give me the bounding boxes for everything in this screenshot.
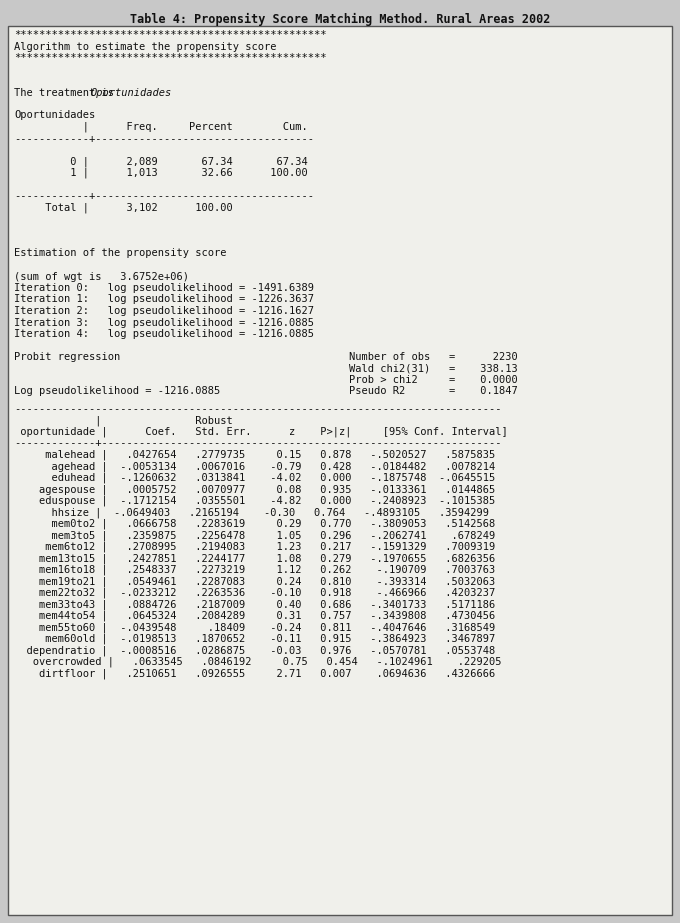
- Text: Total |      3,102      100.00: Total | 3,102 100.00: [14, 202, 233, 213]
- Text: mem0to2 |   .0666758   .2283619     0.29   0.770   -.3809053   .5142568: mem0to2 | .0666758 .2283619 0.29 0.770 -…: [14, 519, 495, 529]
- Text: Prob > chi2     =    0.0000: Prob > chi2 = 0.0000: [349, 375, 517, 385]
- Text: mem19to21 |   .0549461   .2287083     0.24   0.810    -.393314   .5032063: mem19to21 | .0549461 .2287083 0.24 0.810…: [14, 576, 495, 587]
- Text: mem16to18 |   .2548337   .2273219     1.12   0.262    -.190709   .7003763: mem16to18 | .2548337 .2273219 1.12 0.262…: [14, 565, 495, 575]
- Text: overcrowded |   .0633545   .0846192     0.75   0.454   -.1024961    .229205: overcrowded | .0633545 .0846192 0.75 0.4…: [14, 657, 502, 667]
- Text: mem33to43 |   .0884726   .2187009     0.40   0.686   -.3401733   .5171186: mem33to43 | .0884726 .2187009 0.40 0.686…: [14, 599, 495, 610]
- Text: Algorithm to estimate the propensity score: Algorithm to estimate the propensity sco…: [14, 42, 277, 52]
- Text: agehead |  -.0053134   .0067016    -0.79   0.428   -.0184482   .0078214: agehead | -.0053134 .0067016 -0.79 0.428…: [14, 462, 495, 472]
- Text: agespouse |   .0005752   .0070977     0.08   0.935   -.0133361   .0144865: agespouse | .0005752 .0070977 0.08 0.935…: [14, 485, 495, 495]
- Text: mem22to32 |  -.0233212   .2263536    -0.10   0.918    -.466966   .4203237: mem22to32 | -.0233212 .2263536 -0.10 0.9…: [14, 588, 495, 598]
- Text: 0 |      2,089       67.34       67.34: 0 | 2,089 67.34 67.34: [14, 157, 308, 167]
- Text: Number of obs   =      2230: Number of obs = 2230: [349, 352, 517, 362]
- Text: (sum of wgt is   3.6752e+06): (sum of wgt is 3.6752e+06): [14, 271, 189, 282]
- Text: Iteration 2:   log pseudolikelihood = -1216.1627: Iteration 2: log pseudolikelihood = -121…: [14, 306, 314, 316]
- Text: dependratio |  -.0008516   .0286875    -0.03   0.976   -.0570781   .0553748: dependratio | -.0008516 .0286875 -0.03 0…: [14, 645, 495, 655]
- Text: Pseudo R2       =    0.1847: Pseudo R2 = 0.1847: [349, 387, 517, 397]
- Text: hhsize |  -.0649403   .2165194    -0.30   0.764   -.4893105   .3594299: hhsize | -.0649403 .2165194 -0.30 0.764 …: [14, 508, 489, 518]
- Text: 1 |      1,013       32.66      100.00: 1 | 1,013 32.66 100.00: [14, 168, 308, 178]
- Text: mem13to15 |   .2427851   .2244177     1.08   0.279   -.1970655   .6826356: mem13to15 | .2427851 .2244177 1.08 0.279…: [14, 553, 495, 564]
- Text: Wald chi2(31)   =    338.13: Wald chi2(31) = 338.13: [349, 364, 517, 374]
- Text: mem55to60 |  -.0439548     .18409    -0.24   0.811   -.4047646   .3168549: mem55to60 | -.0439548 .18409 -0.24 0.811…: [14, 622, 495, 633]
- Text: Oportunidades: Oportunidades: [90, 88, 172, 98]
- Text: |      Freq.     Percent        Cum.: | Freq. Percent Cum.: [14, 122, 308, 133]
- Text: Iteration 1:   log pseudolikelihood = -1226.3637: Iteration 1: log pseudolikelihood = -122…: [14, 294, 314, 305]
- Text: mem44to54 |   .0645324   .2084289     0.31   0.757   -.3439808   .4730456: mem44to54 | .0645324 .2084289 0.31 0.757…: [14, 611, 495, 621]
- Text: **************************************************: ****************************************…: [14, 30, 326, 40]
- Text: Probit regression: Probit regression: [14, 352, 120, 362]
- Text: malehead |   .0427654   .2779735     0.15   0.878   -.5020527   .5875835: malehead | .0427654 .2779735 0.15 0.878 …: [14, 450, 495, 461]
- Text: -------------+----------------------------------------------------------------: -------------+--------------------------…: [14, 438, 502, 449]
- Text: Log pseudolikelihood = -1216.0885: Log pseudolikelihood = -1216.0885: [14, 387, 220, 397]
- Text: Estimation of the propensity score: Estimation of the propensity score: [14, 248, 226, 258]
- Text: mem3to5 |   .2359875   .2256478     1.05   0.296   -.2062741    .678249: mem3to5 | .2359875 .2256478 1.05 0.296 -…: [14, 530, 495, 541]
- Text: ------------+-----------------------------------: ------------+---------------------------…: [14, 134, 314, 143]
- Text: **************************************************: ****************************************…: [14, 53, 326, 63]
- Text: eduhead |  -.1260632   .0313841    -4.02   0.000   -.1875748  -.0645515: eduhead | -.1260632 .0313841 -4.02 0.000…: [14, 473, 495, 484]
- Text: eduspouse |  -.1712154   .0355501    -4.82   0.000   -.2408923  -.1015385: eduspouse | -.1712154 .0355501 -4.82 0.0…: [14, 496, 495, 506]
- Text: |               Robust: | Robust: [14, 415, 233, 426]
- Text: Iteration 3:   log pseudolikelihood = -1216.0885: Iteration 3: log pseudolikelihood = -121…: [14, 318, 314, 328]
- Text: oportunidade |      Coef.   Std. Err.      z    P>|z|     [95% Conf. Interval]: oportunidade | Coef. Std. Err. z P>|z| […: [14, 426, 508, 438]
- Text: mem60old |  -.0198513   .1870652    -0.11   0.915   -.3864923   .3467897: mem60old | -.0198513 .1870652 -0.11 0.91…: [14, 634, 495, 644]
- Text: mem6to12 |   .2708995   .2194083     1.23   0.217   -.1591329   .7009319: mem6to12 | .2708995 .2194083 1.23 0.217 …: [14, 542, 495, 552]
- Text: Iteration 4:   log pseudolikelihood = -1216.0885: Iteration 4: log pseudolikelihood = -121…: [14, 329, 314, 339]
- Text: dirtfloor |   .2510651   .0926555     2.71   0.007    .0694636   .4326666: dirtfloor | .2510651 .0926555 2.71 0.007…: [14, 668, 495, 678]
- Text: ------------+-----------------------------------: ------------+---------------------------…: [14, 191, 314, 201]
- Text: The treatment is: The treatment is: [14, 88, 120, 98]
- Text: Table 4: Propensity Score Matching Method. Rural Areas 2002: Table 4: Propensity Score Matching Metho…: [130, 13, 550, 26]
- Text: ------------------------------------------------------------------------------: ----------------------------------------…: [14, 403, 502, 414]
- Text: Iteration 0:   log pseudolikelihood = -1491.6389: Iteration 0: log pseudolikelihood = -149…: [14, 283, 314, 293]
- Text: Oportunidades: Oportunidades: [14, 111, 95, 121]
